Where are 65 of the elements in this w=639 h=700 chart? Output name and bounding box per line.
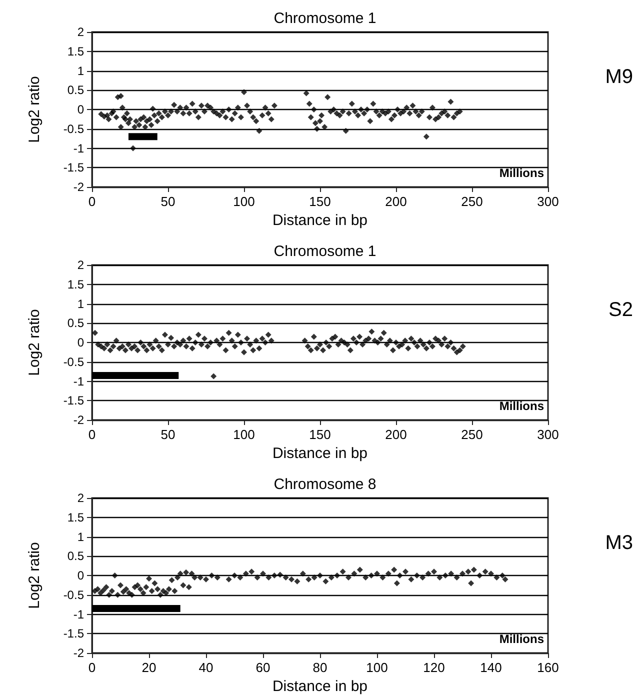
y-axis-title: Log2 ratio — [26, 542, 43, 609]
y-tick-label: 0.5 — [67, 549, 84, 564]
y-tick-label: 0 — [77, 102, 84, 116]
annotation: Millions — [499, 399, 544, 413]
y-tick-label: 1 — [77, 530, 84, 544]
y-tick-label: 1.5 — [67, 510, 84, 524]
y-tick-label: -1.5 — [63, 626, 84, 641]
x-tick-label: 20 — [142, 660, 156, 675]
y-tick-label: 0 — [77, 568, 84, 582]
x-tick-label: 150 — [309, 427, 331, 442]
x-tick-label: 100 — [233, 194, 255, 209]
x-tick-label: 160 — [537, 660, 559, 675]
y-tick-label: -1.5 — [63, 394, 84, 408]
y-tick-label: -2 — [73, 180, 84, 194]
y-tick-label: -0.5 — [63, 122, 84, 136]
y-tick-label: 2 — [77, 491, 84, 505]
x-tick-label: 60 — [256, 660, 270, 675]
y-tick-label: -1 — [73, 141, 84, 156]
x-tick-label: 0 — [88, 427, 96, 442]
y-tick-label: 2 — [77, 25, 84, 39]
y-tick-label: 1.5 — [67, 277, 84, 292]
x-tick-label: 80 — [312, 660, 328, 675]
x-tick-label: 50 — [160, 194, 176, 209]
x-tick-label: 250 — [461, 194, 483, 209]
chart-title: Chromosome 1 — [274, 243, 376, 260]
x-tick-label: 300 — [537, 427, 559, 442]
text: M3 — [605, 532, 634, 554]
x-tick-label: 250 — [461, 427, 483, 442]
annotation: Millions — [499, 166, 544, 180]
x-tick-label: 0 — [88, 194, 96, 209]
x-tick-label: 40 — [198, 660, 214, 675]
y-tick-label: -0.5 — [63, 354, 84, 369]
y-tick-label: -0.5 — [63, 588, 84, 602]
chart-title: Chromosome 8 — [274, 476, 376, 493]
x-axis-title: Distance in bp — [272, 678, 368, 695]
annotation: Millions — [499, 632, 544, 646]
x-tick-label: 150 — [309, 194, 331, 209]
text: S2 — [608, 299, 634, 321]
x-tick-label: 200 — [385, 427, 407, 442]
x-tick-label: 100 — [233, 427, 255, 442]
y-tick-label: 2 — [77, 258, 84, 272]
x-tick-label: 140 — [480, 660, 502, 675]
y-tick-label: -1.5 — [63, 160, 84, 175]
x-tick-label: 120 — [423, 660, 445, 675]
x-axis-title: Distance in bp — [272, 445, 368, 462]
x-tick-label: 0 — [88, 660, 96, 675]
x-tick-label: 100 — [366, 660, 388, 675]
y-tick-label: -1 — [73, 374, 84, 388]
x-axis-title: Distance in bp — [272, 212, 368, 229]
y-axis-title: Log2 ratio — [26, 309, 43, 376]
y-tick-label: 0.5 — [67, 316, 84, 330]
y-tick-label: -2 — [73, 646, 84, 660]
y-tick-label: -2 — [73, 413, 84, 427]
y-tick-label: 1 — [77, 296, 84, 311]
y-tick-label: 1 — [77, 64, 84, 78]
x-tick-label: 50 — [160, 427, 176, 442]
y-tick-label: -1 — [73, 607, 84, 622]
y-axis-title: Log2 ratio — [26, 76, 43, 143]
y-tick-label: 0.5 — [67, 83, 84, 98]
y-tick-label: 0 — [77, 336, 84, 350]
y-tick-label: 1.5 — [67, 44, 84, 58]
x-tick-label: 200 — [385, 194, 407, 209]
x-tick-label: 300 — [537, 194, 559, 209]
text: M9 — [605, 66, 634, 88]
chart-title: Chromosome 1 — [274, 10, 376, 27]
